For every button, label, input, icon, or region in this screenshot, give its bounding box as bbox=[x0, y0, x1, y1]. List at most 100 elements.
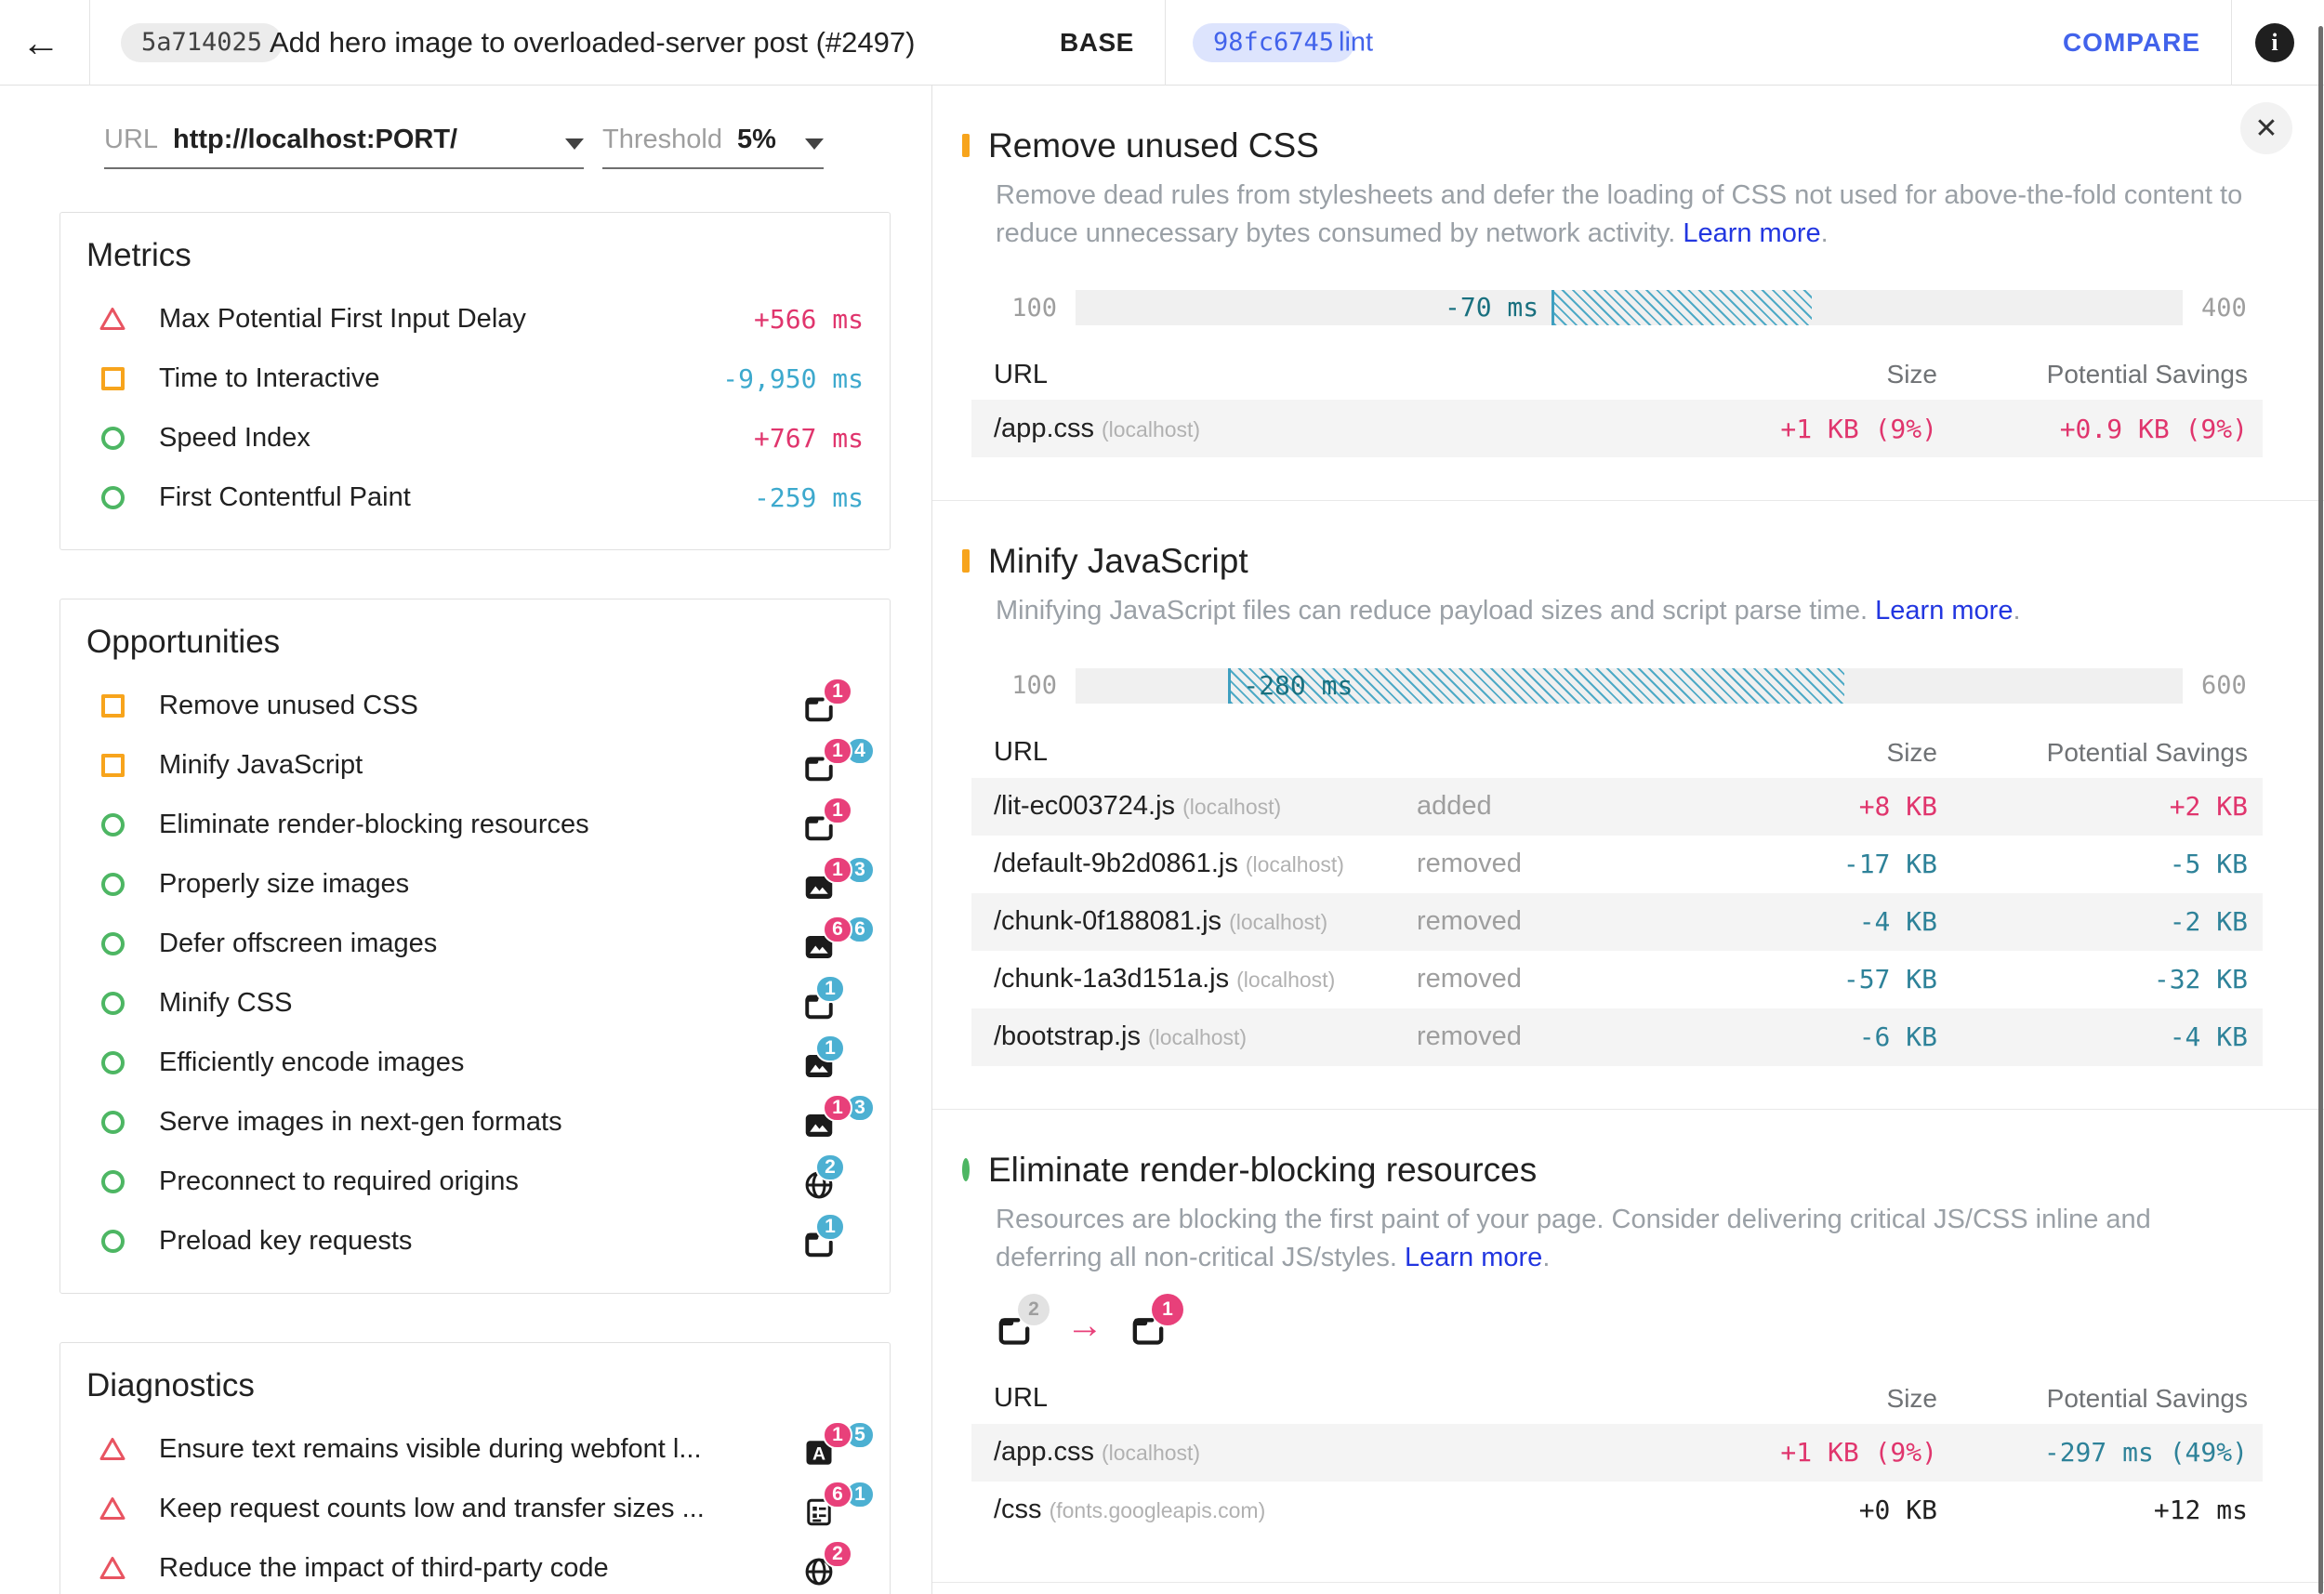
gauge-delta-label: -280 ms bbox=[1243, 669, 1353, 701]
size-delta: +1 KB (9%) bbox=[1780, 413, 1937, 444]
after-count-badge: 1 bbox=[1152, 1293, 1183, 1325]
opportunity-row[interactable]: Remove unused CSS 1 bbox=[86, 676, 864, 735]
diagnostics-card: Diagnostics Ensure text remains visible … bbox=[59, 1342, 891, 1594]
back-button[interactable]: ← bbox=[15, 17, 67, 69]
col-url: URL bbox=[994, 359, 1049, 389]
size-delta: +0 KB bbox=[1858, 1495, 1937, 1526]
diagnostic-label: Ensure text remains visible during webfo… bbox=[159, 1433, 702, 1464]
threshold-select-value: 5% bbox=[736, 125, 776, 154]
gauge-track: -280 ms bbox=[1076, 667, 2183, 704]
col-savings: Potential Savings bbox=[2046, 737, 2248, 767]
table-header-row: URL Size Potential Savings bbox=[971, 1374, 2263, 1424]
warn-square-icon bbox=[96, 753, 129, 777]
info-icon[interactable]: i bbox=[2255, 22, 2294, 62]
metric-delta-value: -259 ms bbox=[753, 481, 864, 513]
opportunity-label: Minify JavaScript bbox=[159, 749, 363, 780]
diagnostics-list: Ensure text remains visible during webfo… bbox=[86, 1419, 875, 1594]
metric-delta-value: +767 ms bbox=[753, 422, 864, 454]
opportunity-row[interactable]: Defer offscreen images 6 6 bbox=[86, 914, 875, 973]
delta-gauge: 100 -280 ms 600 bbox=[996, 667, 2263, 704]
base-hash-badge[interactable]: 98fc6745 bbox=[1193, 22, 1355, 62]
filter-controls: URL http://localhost:PORT/ Threshold 5% bbox=[104, 125, 931, 169]
audit-description-text: Resources are blocking the first paint o… bbox=[996, 1204, 2151, 1272]
header: ← 5a714025 Add hero image to overloaded-… bbox=[0, 0, 2324, 86]
metric-label: Speed Index bbox=[159, 422, 310, 453]
url-select[interactable]: URL http://localhost:PORT/ bbox=[104, 125, 584, 169]
opportunity-row[interactable]: Properly size images 1 3 bbox=[86, 854, 875, 914]
opportunity-row[interactable]: Minify JavaScript 1 4 bbox=[86, 735, 875, 795]
base-branch-link[interactable]: lint bbox=[1339, 27, 1374, 57]
build-hash-badge[interactable]: 5a714025 bbox=[121, 22, 284, 62]
size-delta: -4 KB bbox=[1858, 906, 1937, 938]
audit-type-cluster: 2 bbox=[802, 1540, 864, 1588]
metric-delta-value: +566 ms bbox=[753, 303, 864, 335]
size-delta: -17 KB bbox=[1842, 849, 1937, 880]
document-icon bbox=[802, 752, 836, 785]
savings-delta: -32 KB bbox=[2153, 964, 2248, 995]
fail-triangle-icon bbox=[96, 1435, 129, 1463]
metric-row[interactable]: Time to Interactive -9,950 ms bbox=[86, 349, 864, 408]
opportunity-row[interactable]: Efficiently encode images 1 bbox=[86, 1033, 864, 1092]
resource-url: /css (fonts.googleapis.com) bbox=[994, 1495, 1266, 1525]
audit-type-cluster: 1 bbox=[802, 678, 864, 726]
learn-more-link[interactable]: Learn more bbox=[1405, 1242, 1543, 1272]
learn-more-link[interactable]: Learn more bbox=[1683, 218, 1821, 249]
arrow-right-icon: → bbox=[1066, 1304, 1103, 1346]
resource-host: (localhost) bbox=[1147, 1025, 1248, 1050]
pass-circle-icon bbox=[96, 485, 129, 509]
list-icon bbox=[802, 1495, 836, 1529]
opportunity-label: Properly size images bbox=[159, 868, 410, 899]
close-icon[interactable]: ✕ bbox=[2240, 102, 2292, 154]
gauge-max-label: 400 bbox=[2201, 293, 2247, 323]
audit-remove-unused-css: Remove unused CSS Remove dead rules from… bbox=[932, 86, 2324, 458]
pass-circle-icon bbox=[96, 1169, 129, 1193]
opportunity-row[interactable]: Preload key requests 1 bbox=[86, 1211, 864, 1271]
document-icon bbox=[802, 990, 836, 1023]
improvement-count-badge: 3 bbox=[845, 856, 875, 884]
savings-delta: -297 ms (49%) bbox=[2043, 1437, 2248, 1469]
sidebar: URL http://localhost:PORT/ Threshold 5% … bbox=[0, 86, 931, 1594]
metric-row[interactable]: Speed Index +767 ms bbox=[86, 408, 864, 468]
col-size: Size bbox=[1886, 737, 1937, 767]
diagnostic-row[interactable]: Ensure text remains visible during webfo… bbox=[86, 1419, 875, 1479]
opportunity-row[interactable]: Serve images in next-gen formats 1 3 bbox=[86, 1092, 875, 1152]
audit-minify-javascript: Minify JavaScript Minifying JavaScript f… bbox=[932, 501, 2324, 1066]
audit-type-cluster: 1 bbox=[802, 797, 864, 845]
learn-more-link[interactable]: Learn more bbox=[1875, 596, 2014, 626]
savings-delta: -5 KB bbox=[2169, 849, 2248, 880]
scrollbar[interactable] bbox=[2318, 26, 2323, 1594]
metric-row[interactable]: First Contentful Paint -259 ms bbox=[86, 468, 864, 527]
image-icon bbox=[802, 930, 836, 964]
header-divider bbox=[89, 0, 90, 86]
warn-square-icon bbox=[96, 693, 129, 718]
diagnostic-row[interactable]: Keep request counts low and transfer siz… bbox=[86, 1479, 875, 1538]
table-row: /css (fonts.googleapis.com) +0 KB +12 ms bbox=[971, 1482, 2263, 1539]
metric-label: Time to Interactive bbox=[159, 362, 380, 393]
metric-label: Max Potential First Input Delay bbox=[159, 303, 526, 334]
before-count-badge: 2 bbox=[1018, 1293, 1050, 1325]
audit-type-cluster: 1 bbox=[802, 1034, 864, 1083]
diagnostics-title: Diagnostics bbox=[86, 1367, 255, 1403]
pass-circle-icon bbox=[962, 1157, 970, 1181]
section-divider bbox=[932, 1108, 2324, 1110]
change-type: removed bbox=[1417, 964, 1522, 995]
table-row: /chunk-1a3d151a.js (localhost) removed -57 … bbox=[971, 951, 2263, 1008]
resource-host: (fonts.googleapis.com) bbox=[1049, 1498, 1266, 1523]
diagnostic-row[interactable]: Reduce the impact of third-party code 2 bbox=[86, 1538, 864, 1594]
compare-button[interactable]: COMPARE bbox=[2062, 27, 2200, 57]
audit-description: Resources are blocking the first paint o… bbox=[996, 1201, 2246, 1277]
url-select-value: http://localhost:PORT/ bbox=[173, 125, 458, 154]
opportunity-label: Remove unused CSS bbox=[159, 690, 418, 720]
metric-row[interactable]: Max Potential First Input Delay +566 ms bbox=[86, 289, 864, 349]
opportunity-row[interactable]: Eliminate render-blocking resources 1 bbox=[86, 795, 864, 854]
header-divider bbox=[1165, 0, 1166, 86]
threshold-select[interactable]: Threshold 5% bbox=[602, 125, 824, 169]
resource-url: /default-9b2d0861.js (localhost) bbox=[994, 849, 1344, 879]
size-delta: +8 KB bbox=[1858, 791, 1937, 823]
opportunity-row[interactable]: Preconnect to required origins 2 bbox=[86, 1152, 864, 1211]
opportunity-row[interactable]: Minify CSS 1 bbox=[86, 973, 864, 1033]
size-delta: +1 KB (9%) bbox=[1780, 1437, 1937, 1469]
savings-delta: +0.9 KB (9%) bbox=[2059, 413, 2248, 444]
warn-square-icon bbox=[96, 366, 129, 390]
